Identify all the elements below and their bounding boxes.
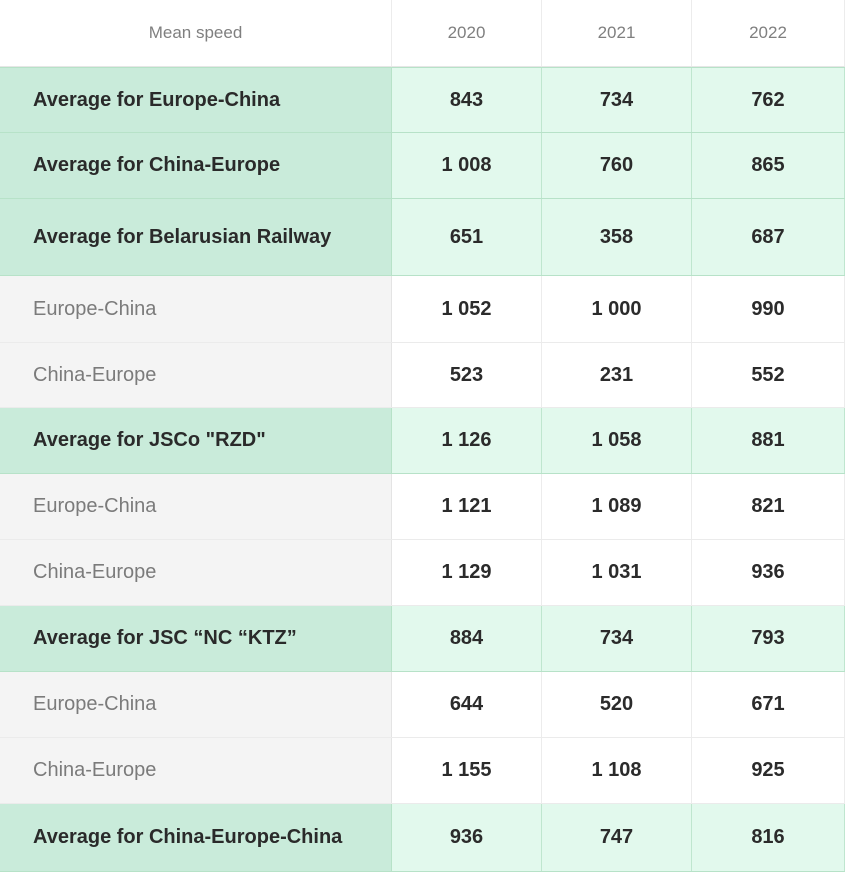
table-row: Europe-China 1 121 1 089 821 <box>0 474 845 540</box>
value-2021: 734 <box>542 606 692 671</box>
header-2020: 2020 <box>392 0 542 66</box>
value-2020: 884 <box>392 606 542 671</box>
value-2021: 747 <box>542 804 692 871</box>
value-2021: 1 058 <box>542 408 692 473</box>
row-label: China-Europe <box>0 738 392 803</box>
value-2020: 1 008 <box>392 133 542 198</box>
row-label: Average for JSC “NC “KTZ” <box>0 606 392 671</box>
value-2022: 925 <box>692 738 845 803</box>
value-2021: 358 <box>542 199 692 275</box>
row-label: Europe-China <box>0 276 392 342</box>
value-2021: 231 <box>542 343 692 407</box>
value-2021: 1 089 <box>542 474 692 539</box>
row-label: Europe-China <box>0 672 392 737</box>
row-label: Average for China-Europe <box>0 133 392 198</box>
value-2020: 644 <box>392 672 542 737</box>
value-2020: 1 129 <box>392 540 542 605</box>
table-row: Average for JSC “NC “KTZ” 884 734 793 <box>0 606 845 672</box>
header-mean-speed: Mean speed <box>0 0 392 66</box>
table-row: Europe-China 644 520 671 <box>0 672 845 738</box>
value-2020: 1 121 <box>392 474 542 539</box>
row-label: China-Europe <box>0 343 392 407</box>
row-label: Average for China-Europe-China <box>0 804 392 871</box>
table-header: Mean speed 2020 2021 2022 <box>0 0 845 67</box>
value-2022: 821 <box>692 474 845 539</box>
value-2021: 760 <box>542 133 692 198</box>
value-2020: 1 052 <box>392 276 542 342</box>
value-2021: 520 <box>542 672 692 737</box>
value-2022: 816 <box>692 804 845 871</box>
value-2020: 523 <box>392 343 542 407</box>
table-row: Europe-China 1 052 1 000 990 <box>0 276 845 343</box>
row-label: Europe-China <box>0 474 392 539</box>
table-row: Average for Europe-China 843 734 762 <box>0 67 845 133</box>
value-2022: 793 <box>692 606 845 671</box>
value-2022: 936 <box>692 540 845 605</box>
value-2022: 990 <box>692 276 845 342</box>
value-2021: 1 031 <box>542 540 692 605</box>
table-row: China-Europe 1 155 1 108 925 <box>0 738 845 804</box>
value-2022: 762 <box>692 68 845 132</box>
value-2022: 687 <box>692 199 845 275</box>
table-row: Average for Belarusian Railway 651 358 6… <box>0 199 845 276</box>
value-2020: 1 155 <box>392 738 542 803</box>
table-row: Average for JSCo "RZD" 1 126 1 058 881 <box>0 408 845 474</box>
header-2022: 2022 <box>692 0 845 66</box>
value-2022: 552 <box>692 343 845 407</box>
value-2021: 1 108 <box>542 738 692 803</box>
value-2020: 936 <box>392 804 542 871</box>
value-2022: 865 <box>692 133 845 198</box>
value-2020: 651 <box>392 199 542 275</box>
value-2021: 1 000 <box>542 276 692 342</box>
table-row: Average for China-Europe 1 008 760 865 <box>0 133 845 199</box>
row-label: China-Europe <box>0 540 392 605</box>
row-label: Average for Europe-China <box>0 68 392 132</box>
value-2020: 1 126 <box>392 408 542 473</box>
table-row: Average for China-Europe-China 936 747 8… <box>0 804 845 872</box>
header-2021: 2021 <box>542 0 692 66</box>
table-row: China-Europe 1 129 1 031 936 <box>0 540 845 606</box>
table-row: China-Europe 523 231 552 <box>0 343 845 408</box>
value-2020: 843 <box>392 68 542 132</box>
value-2022: 671 <box>692 672 845 737</box>
row-label: Average for Belarusian Railway <box>0 199 392 275</box>
value-2021: 734 <box>542 68 692 132</box>
value-2022: 881 <box>692 408 845 473</box>
row-label: Average for JSCo "RZD" <box>0 408 392 473</box>
